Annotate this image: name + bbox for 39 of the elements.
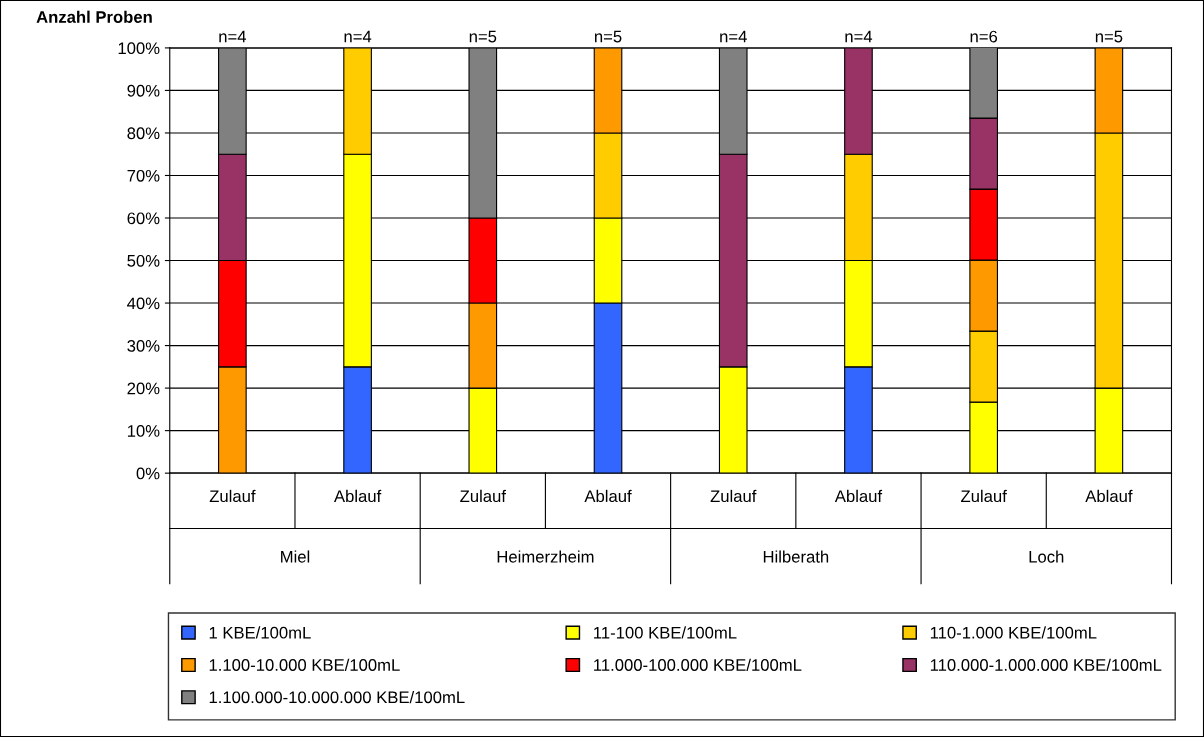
x-tick-label: Ablauf: [584, 489, 632, 503]
x-tick-label: Zulauf: [209, 489, 256, 503]
x-tick-label: Zulauf: [710, 489, 757, 503]
x-tick-label: Ablauf: [1085, 489, 1133, 503]
text: n=4: [344, 30, 372, 43]
y-axis-title: Anzahl Proben: [36, 10, 152, 23]
y-tick-label: 0%: [136, 467, 160, 480]
text: Loch: [1029, 550, 1064, 563]
text: Hilberath: [763, 550, 829, 563]
legend-label: 1.100.000-10.000.000 KBE/100mL: [209, 690, 465, 704]
y-tick-label: 70%: [127, 169, 160, 182]
text: Miel: [281, 550, 310, 563]
text: n=5: [594, 30, 622, 43]
y-tick-label: 50%: [127, 254, 160, 267]
x-tick-label: Ablauf: [333, 489, 382, 503]
y-tick-label: 40%: [127, 297, 160, 310]
x-tick-label: Ablauf: [834, 489, 883, 503]
text: Heimerzheim: [497, 550, 594, 563]
text: n=4: [720, 30, 747, 43]
y-tick-label: 90%: [127, 84, 160, 97]
text: n=5: [1095, 30, 1123, 43]
text: n=4: [219, 30, 247, 43]
y-tick-label: 60%: [127, 212, 160, 225]
legend-label: 110-1.000 KBE/100mL: [930, 626, 1097, 639]
legend-label: 1.100-10.000 KBE/100mL: [209, 658, 400, 671]
legend-label: 110.000-1.000.000 KBE/100mL: [930, 658, 1162, 671]
legend-label: 11.000-100.000 KBE/100mL: [594, 658, 802, 671]
y-tick-label: 100%: [118, 42, 160, 55]
text: n=5: [469, 30, 497, 43]
y-tick-label: 10%: [127, 425, 160, 437]
y-tick-label: 30%: [127, 339, 160, 352]
legend-label: 1 KBE/100mL: [209, 626, 311, 639]
y-tick-label: 20%: [127, 382, 160, 395]
text: n=4: [845, 30, 873, 43]
text: n=6: [970, 30, 998, 43]
legend-label: 11-100 KBE/100mL: [594, 626, 737, 639]
y-tick-label: 80%: [127, 127, 160, 140]
x-tick-label: Zulauf: [460, 489, 506, 503]
x-tick-label: Zulauf: [961, 489, 1007, 503]
